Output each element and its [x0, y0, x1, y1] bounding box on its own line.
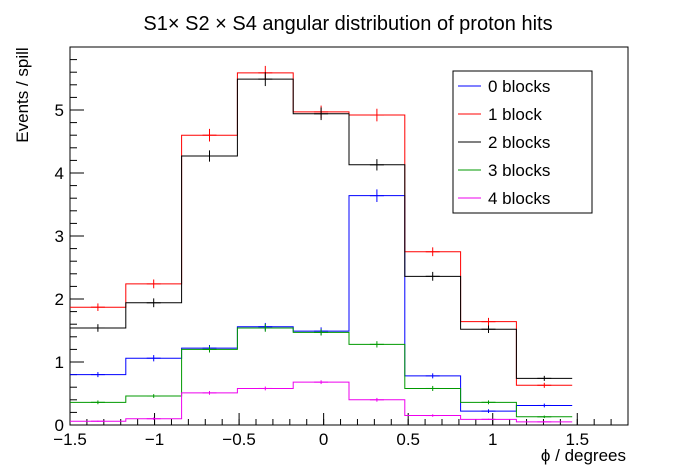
y-tick-label: 1 [55, 353, 64, 372]
legend: 0 blocks 1 block 2 blocks 3 blocks 4 blocks [452, 70, 593, 214]
series-3-blocks [70, 324, 573, 419]
series-4-blocks [70, 380, 573, 423]
x-tick-label: −1 [145, 430, 164, 449]
x-tick-label: −1.5 [53, 430, 87, 449]
x-axis-label: ϕ / degrees [541, 446, 626, 465]
series-2-blocks [70, 72, 573, 381]
y-tick-label: 3 [55, 227, 64, 246]
y-tick-label: 2 [55, 290, 64, 309]
y-tick-label: 5 [55, 101, 64, 120]
chart-title: S1× S2 × S4 angular distribution of prot… [143, 13, 552, 35]
series-step-line [70, 327, 573, 418]
x-tick-label: 0 [319, 430, 328, 449]
y-axis: 0 1 2 3 4 5 [55, 46, 84, 435]
x-axis: −1.5 −1 −0.5 0 0.5 1 1.5 [53, 413, 629, 449]
x-tick-label: −0.5 [222, 430, 256, 449]
y-axis-label: Events / spill [13, 47, 32, 142]
legend-entry: 3 blocks [488, 161, 550, 180]
legend-entry: 2 blocks [488, 133, 550, 152]
series-step-line [70, 195, 573, 412]
legend-entry: 4 blocks [488, 189, 550, 208]
series-0-blocks [70, 189, 573, 414]
x-tick-label: 1 [488, 430, 497, 449]
series-layer [70, 65, 573, 423]
legend-entry: 1 block [488, 105, 542, 124]
legend-entry: 0 blocks [488, 77, 550, 96]
x-tick-label: 1.5 [565, 430, 589, 449]
y-tick-label: 0 [55, 416, 64, 435]
y-tick-label: 4 [55, 164, 64, 183]
x-tick-label: 0.5 [396, 430, 420, 449]
